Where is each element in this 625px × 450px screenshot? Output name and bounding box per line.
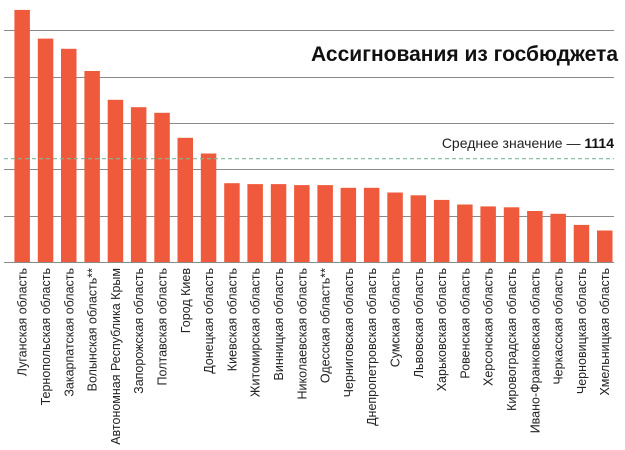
- bar: [387, 192, 403, 262]
- bar: [107, 99, 124, 262]
- category-labels: Луганская область Тернопольская область За…: [16, 268, 613, 445]
- bar: [247, 184, 263, 262]
- bar: [433, 199, 450, 262]
- chart-title: Ассигнования из госбюджета: [311, 43, 618, 66]
- average-label: Среднее значение —: [442, 135, 585, 151]
- bar: [410, 195, 427, 262]
- category-label: Житомирская область: [249, 268, 263, 397]
- category-label: Полтавская область: [156, 268, 170, 385]
- gridlines: [4, 30, 614, 263]
- bar: [224, 183, 240, 262]
- category-label: Запорожская область: [132, 268, 146, 394]
- category-label: Автономная Республика Крым: [109, 268, 123, 445]
- bar: [177, 137, 193, 262]
- category-label: Тернопольская область: [39, 268, 53, 405]
- category-label: Черкасская область: [552, 268, 566, 385]
- category-label: Харьковская область: [435, 268, 449, 391]
- bar: [14, 9, 30, 263]
- category-label: Волынская область**: [86, 268, 100, 392]
- bar: [527, 211, 543, 262]
- bar: [154, 112, 170, 262]
- bar: [130, 107, 147, 262]
- bar: [294, 185, 310, 262]
- average-annotation: Среднее значение — 1114: [442, 135, 614, 151]
- bar: [503, 207, 520, 262]
- category-label: Хмельницкая область: [598, 268, 612, 396]
- category-label: Донецкая область: [202, 268, 216, 374]
- category-label: Николаевская область: [295, 268, 309, 399]
- bar: [317, 185, 333, 262]
- category-label: Ивано-Франковская область: [528, 268, 542, 433]
- bar: [84, 71, 100, 262]
- category-label: Сумская область: [389, 268, 403, 367]
- bar: [597, 230, 613, 262]
- bar: [270, 184, 287, 262]
- category-label: Днепропетровская область: [365, 268, 379, 426]
- category-label: Черновицкая область: [575, 268, 589, 394]
- category-label: Закарпатская область: [62, 268, 76, 397]
- bar: [480, 206, 496, 262]
- bar: [200, 153, 217, 262]
- category-label: Одесская область**: [319, 268, 333, 383]
- bar: [363, 187, 380, 262]
- category-label: Львовская область: [412, 268, 426, 378]
- category-label: Винницкая область: [272, 268, 286, 381]
- bar: [550, 213, 566, 262]
- bar: [573, 224, 590, 262]
- bar: [37, 38, 54, 262]
- category-label: Черниговская область: [342, 268, 356, 397]
- category-label: Луганская область: [16, 268, 30, 376]
- category-label: Киевская область: [225, 268, 239, 371]
- average-value: 1114: [584, 135, 614, 151]
- average-label-backdrop: [425, 130, 624, 154]
- category-label: Ровенская область: [458, 268, 472, 379]
- category-label: Город Киев: [179, 268, 193, 333]
- bar: [457, 204, 473, 262]
- bar: [340, 187, 357, 262]
- category-label: Херсонская область: [482, 268, 496, 386]
- category-label: Кировоградская область: [505, 268, 519, 411]
- bars: [14, 9, 613, 263]
- bar: [61, 48, 77, 262]
- title-backdrop: [290, 36, 624, 70]
